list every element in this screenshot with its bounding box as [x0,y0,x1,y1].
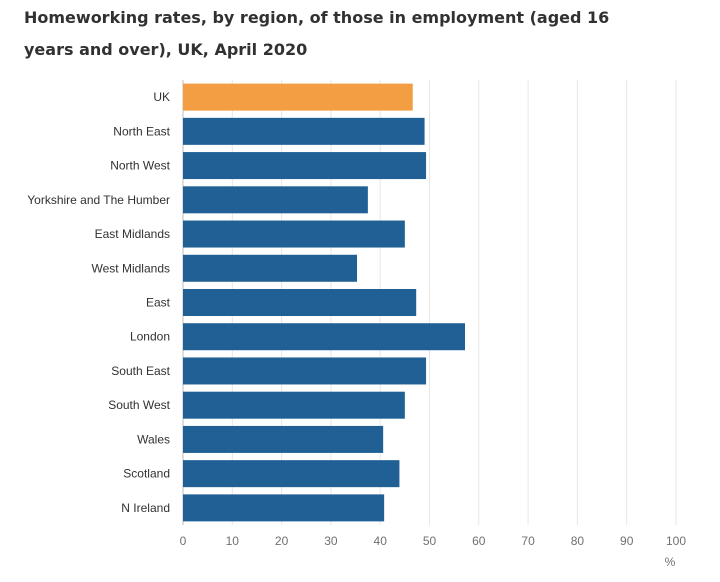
bar-scotland [183,460,400,488]
bar-yorkshire-and-the-humber [183,186,368,214]
x-tick-label-0: 0 [180,534,187,548]
x-tick-label-30: 30 [324,534,338,548]
bars [183,83,465,522]
bar-west-midlands [183,254,358,282]
bar-south-east [183,357,427,385]
category-label-scotland: Scotland [123,467,170,481]
category-label-london: London [130,330,170,344]
category-label-north-east: North East [113,124,170,138]
category-label-west-midlands: West Midlands [92,261,170,275]
category-label-n-ireland: N Ireland [121,501,170,515]
category-label-east: East [146,296,171,310]
bar-uk [183,83,413,111]
bar-east-midlands [183,220,405,248]
x-tick-label-60: 60 [472,534,486,548]
x-tick-label-90: 90 [620,534,634,548]
x-axis-ticks: 0 10 20 30 40 50 60 70 80 90 100 [180,534,687,548]
category-labels: UK North East North West Yorkshire and The … [27,90,170,515]
category-label-wales: Wales [137,432,170,446]
bar-wales [183,425,384,453]
x-tick-label-10: 10 [226,534,240,548]
category-label-south-east: South East [111,364,170,378]
bar-east [183,289,417,316]
x-tick-label-50: 50 [423,534,437,548]
chart-title: Homeworking rates, by region, of those i… [24,8,610,59]
category-label-uk: UK [153,90,170,104]
x-axis-unit-label: % [665,555,676,569]
category-label-yorkshire-and-the-humber: Yorkshire and The Humber [27,193,170,207]
bar-n-ireland [183,494,385,522]
x-tick-label-100: 100 [666,534,686,548]
x-tick-label-20: 20 [275,534,289,548]
category-label-north-west: North West [110,159,170,173]
bar-north-west [183,152,427,180]
x-tick-label-40: 40 [374,534,388,548]
bar-north-east [183,117,425,145]
x-tick-label-70: 70 [521,534,535,548]
x-tick-label-80: 80 [571,534,585,548]
category-label-south-west: South West [108,398,170,412]
category-label-east-midlands: East Midlands [95,227,170,241]
bar-south-west [183,391,405,419]
bar-london [183,323,465,351]
